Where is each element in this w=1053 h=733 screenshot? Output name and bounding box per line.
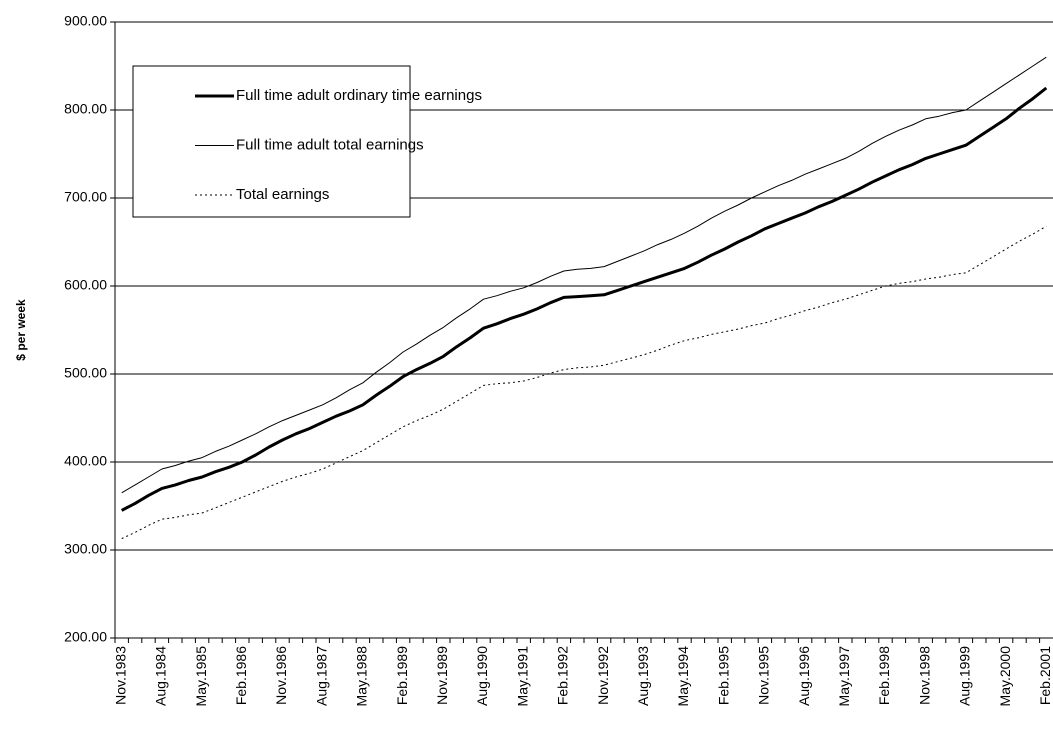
y-tick-label: 700.00 — [64, 189, 107, 205]
series-line — [121, 225, 1047, 540]
x-tick-label: Aug.1984 — [153, 646, 169, 706]
x-tick-label: Nov.1995 — [756, 646, 772, 705]
x-tick-label: Aug.1999 — [957, 646, 973, 706]
x-tick-label: May.2000 — [997, 646, 1013, 707]
y-axis-label: $ per week — [14, 299, 28, 361]
x-tick-label: Aug.1987 — [313, 646, 329, 706]
x-tick-label: Aug.1996 — [796, 646, 812, 706]
x-tick-label: Feb.1995 — [715, 646, 731, 705]
y-tick-label: 300.00 — [64, 541, 107, 557]
x-tick-label: May.1988 — [354, 646, 370, 707]
legend-box — [132, 65, 411, 218]
legend-label: Full time adult total earnings — [236, 136, 424, 153]
y-tick-label: 800.00 — [64, 101, 107, 117]
x-tick-label: Nov.1992 — [595, 646, 611, 705]
x-tick-label: Feb.2001 — [1037, 646, 1053, 705]
y-tick-label: 900.00 — [64, 13, 107, 29]
x-tick-label: Feb.1998 — [876, 646, 892, 705]
x-tick-label: Aug.1993 — [635, 646, 651, 706]
y-tick-label: 200.00 — [64, 629, 107, 645]
x-tick-label: Nov.1986 — [273, 646, 289, 705]
legend-label: Total earnings — [236, 186, 329, 203]
x-tick-label: Aug.1990 — [474, 646, 490, 706]
legend-label: Full time adult ordinary time earnings — [236, 87, 482, 104]
series-line — [121, 86, 1048, 512]
y-tick-label: 500.00 — [64, 365, 107, 381]
x-tick-label: May.1994 — [675, 646, 691, 707]
y-tick-label: 400.00 — [64, 453, 107, 469]
x-tick-label: Nov.1983 — [112, 646, 128, 705]
y-tick-label: 600.00 — [64, 277, 107, 293]
x-tick-label: May.1991 — [514, 646, 530, 707]
x-tick-label: Nov.1998 — [916, 646, 932, 705]
x-tick-label: May.1997 — [836, 646, 852, 707]
x-tick-label: Feb.1989 — [394, 646, 410, 705]
series-line — [121, 56, 1047, 494]
x-tick-label: Feb.1992 — [555, 646, 571, 705]
x-tick-label: May.1985 — [193, 646, 209, 707]
x-tick-label: Feb.1986 — [233, 646, 249, 705]
x-tick-label: Nov.1989 — [434, 646, 450, 705]
